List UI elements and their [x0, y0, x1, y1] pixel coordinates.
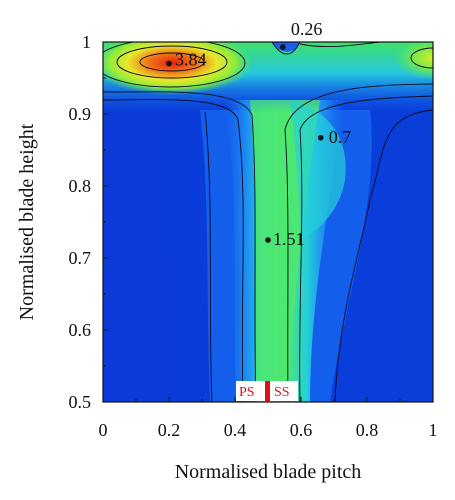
x-tick-label: 0.8	[356, 420, 379, 440]
annotation-label: 0.26	[291, 19, 323, 39]
y-tick-label: 1	[82, 32, 91, 52]
annotations: 3.84 0.26 0.7 1.51	[166, 19, 351, 249]
x-axis-title: Normalised blade pitch	[175, 461, 362, 483]
y-tick-label: 0.9	[69, 104, 92, 124]
y-tick-label: 0.5	[69, 392, 92, 412]
x-tick-label: 0	[99, 420, 108, 440]
annotation-point	[280, 44, 286, 50]
y-tick-label: 0.8	[69, 176, 92, 196]
y-tick-label: 0.7	[69, 248, 92, 268]
annotation-point	[318, 134, 324, 141]
x-tick-label: 0.4	[224, 420, 247, 440]
annotation-label: 3.84	[175, 50, 207, 70]
y-tick-label: 0.6	[69, 320, 92, 340]
x-axis: 0 0.2 0.4 0.6 0.8 1	[99, 397, 438, 440]
x-tick-label: 0.6	[290, 420, 313, 440]
contour-field	[103, 42, 433, 402]
annotation-point	[166, 60, 172, 67]
pressure-side-label: PS	[239, 385, 255, 400]
blade-line	[265, 381, 270, 401]
annotation-point	[265, 237, 271, 243]
annotation-label: 0.7	[329, 127, 352, 147]
y-axis-title: Normalised blade height	[16, 123, 38, 320]
contour-lines	[103, 42, 433, 402]
x-tick-label: 0.2	[158, 420, 181, 440]
suction-side-label: SS	[274, 385, 290, 400]
annotation-label: 1.51	[273, 229, 305, 249]
x-tick-label: 1	[429, 420, 438, 440]
blade-marker: PS SS	[236, 381, 298, 401]
y-axis: 0.5 0.6 0.7 0.8 0.9 1	[69, 32, 108, 412]
